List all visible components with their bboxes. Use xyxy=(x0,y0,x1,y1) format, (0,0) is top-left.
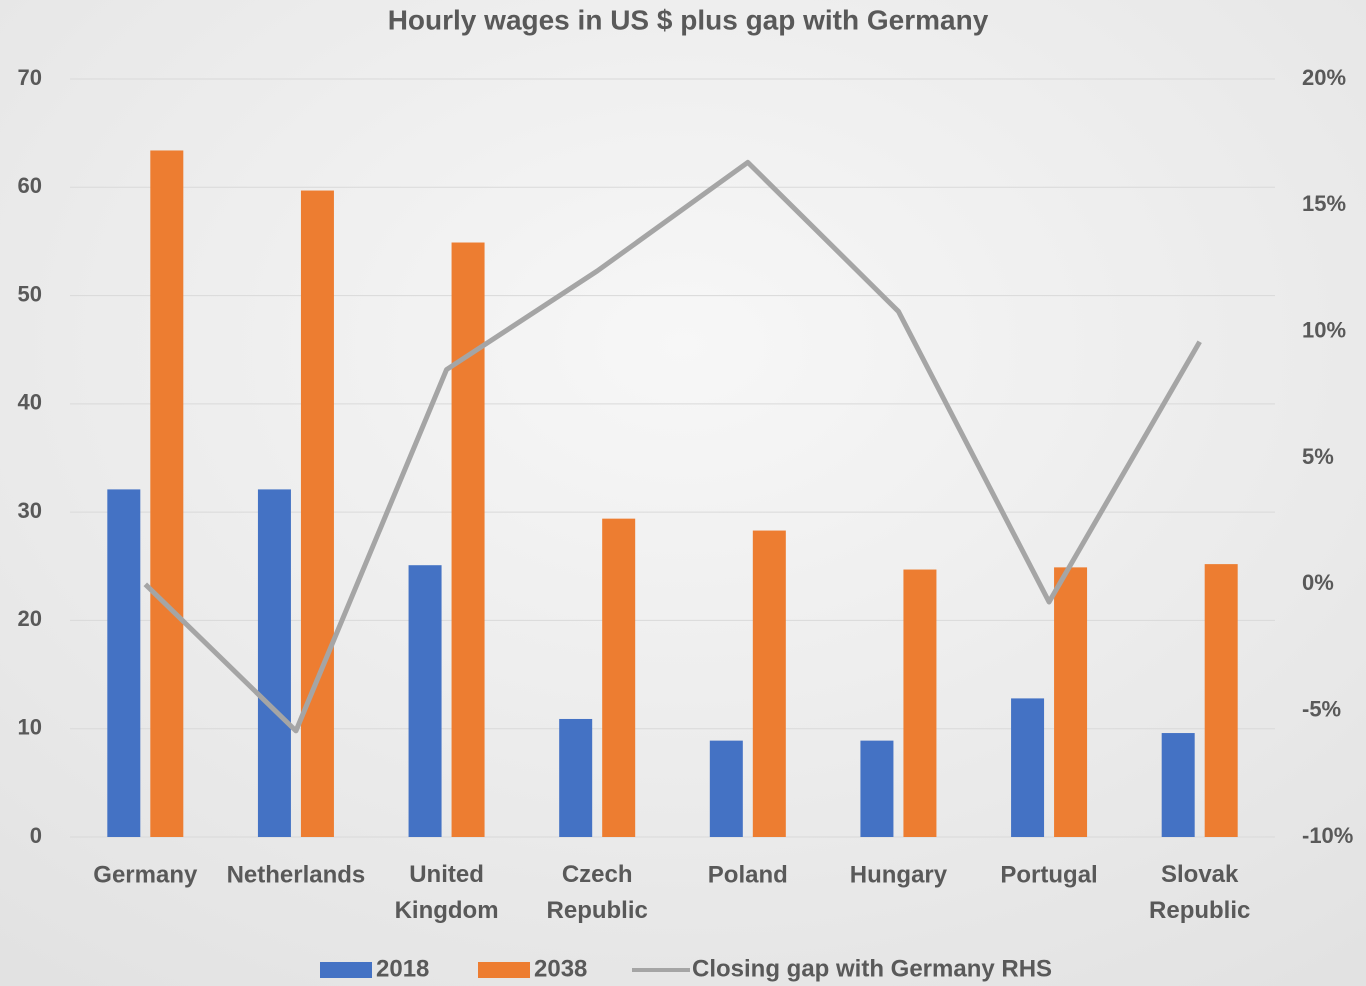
y-tick-label: 20 xyxy=(18,606,42,631)
legend-swatch xyxy=(320,962,372,978)
y-tick-label: 40 xyxy=(18,390,42,415)
y2-tick-label: 10% xyxy=(1302,317,1346,342)
y-tick-label: 0 xyxy=(30,823,42,848)
bar xyxy=(408,565,442,837)
y-tick-label: 10 xyxy=(18,715,42,740)
bar xyxy=(709,740,743,837)
bar xyxy=(602,518,636,837)
bar xyxy=(903,569,937,837)
bar xyxy=(1204,564,1238,837)
legend-label: 2018 xyxy=(376,955,429,982)
y2-tick-label: 20% xyxy=(1302,65,1346,90)
y2-tick-label: 5% xyxy=(1302,444,1334,469)
x-tick-label: Germany xyxy=(93,861,198,888)
bar xyxy=(559,718,593,837)
legend-label: 2038 xyxy=(534,955,587,982)
y-tick-label: 50 xyxy=(18,281,42,306)
bar xyxy=(150,150,184,837)
legend-label: Closing gap with Germany RHS xyxy=(692,955,1052,982)
bar xyxy=(451,242,485,838)
y2-tick-label: -10% xyxy=(1302,823,1353,848)
y2-tick-label: 0% xyxy=(1302,570,1334,595)
bar xyxy=(257,489,291,837)
x-tick-label: Slovak Republic xyxy=(1149,861,1250,924)
chart-title: Hourly wages in US $ plus gap with Germa… xyxy=(388,4,989,35)
bar xyxy=(860,740,894,837)
bar xyxy=(752,530,786,837)
x-tick-label: Czech Republic xyxy=(547,861,648,924)
y-tick-label: 60 xyxy=(18,173,42,198)
x-tick-label: Poland xyxy=(708,861,788,888)
x-tick-label: United Kingdom xyxy=(395,861,499,924)
bar xyxy=(1054,567,1088,837)
line xyxy=(143,159,1202,734)
x-tick-label: Hungary xyxy=(850,861,948,888)
x-tick-label: Netherlands xyxy=(227,861,366,888)
y2-tick-label: -5% xyxy=(1302,696,1341,721)
bar xyxy=(1011,698,1045,837)
y-tick-label: 70 xyxy=(18,65,42,90)
bar xyxy=(107,489,141,837)
bar xyxy=(1161,733,1195,837)
y-tick-label: 30 xyxy=(18,498,42,523)
legend-swatch xyxy=(478,962,530,978)
bar xyxy=(300,190,334,837)
y2-tick-label: 15% xyxy=(1302,191,1346,216)
x-tick-label: Portugal xyxy=(1000,861,1097,888)
